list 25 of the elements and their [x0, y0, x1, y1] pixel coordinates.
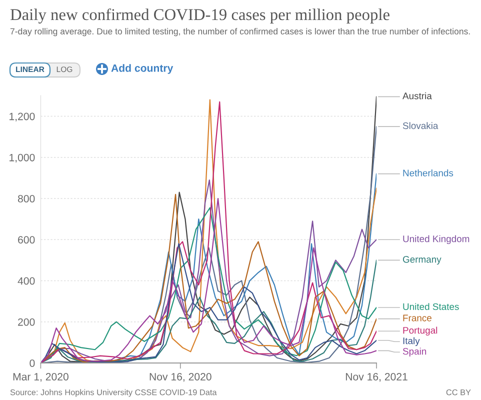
y-tick-label: 1,000: [10, 154, 35, 163]
y-tick-label: 800: [18, 194, 35, 202]
x-tick-label: Mar 1, 2020: [13, 373, 68, 382]
text: Netherlands: [403, 169, 454, 176]
text: United States: [403, 303, 459, 310]
y-tick-label: 1,200: [10, 112, 35, 122]
y-tick-label: 0: [30, 359, 35, 367]
text: CC BY: [446, 389, 471, 396]
text: Slovakia: [402, 122, 438, 130]
chart-subtitle: 7-day rolling average. Due to limited testing, the number of confirmed cases is lower than the true number of infections.: [10, 28, 470, 36]
chart-title: Daily new confirmed COVID-19 cases per million people: [10, 8, 390, 24]
text: Italy: [403, 337, 420, 346]
y-tick-label: 400: [18, 277, 35, 285]
text: Germany: [402, 256, 442, 265]
source-note: Source: Johns Hopkins University CSSE COVID-19 Data: [10, 389, 217, 397]
text: United Kingdom: [403, 235, 470, 244]
y-tick-label: 600: [18, 236, 35, 244]
x-tick-label: Nov 16, 2020: [150, 373, 212, 382]
text: Add country: [111, 64, 174, 74]
x-tick-label: Nov 16, 2021: [346, 373, 408, 382]
y-tick-label: 200: [18, 318, 35, 326]
text: Austria: [402, 92, 432, 100]
text: Portugal: [403, 326, 438, 336]
text: France: [403, 314, 432, 322]
text: Spain: [402, 348, 426, 357]
